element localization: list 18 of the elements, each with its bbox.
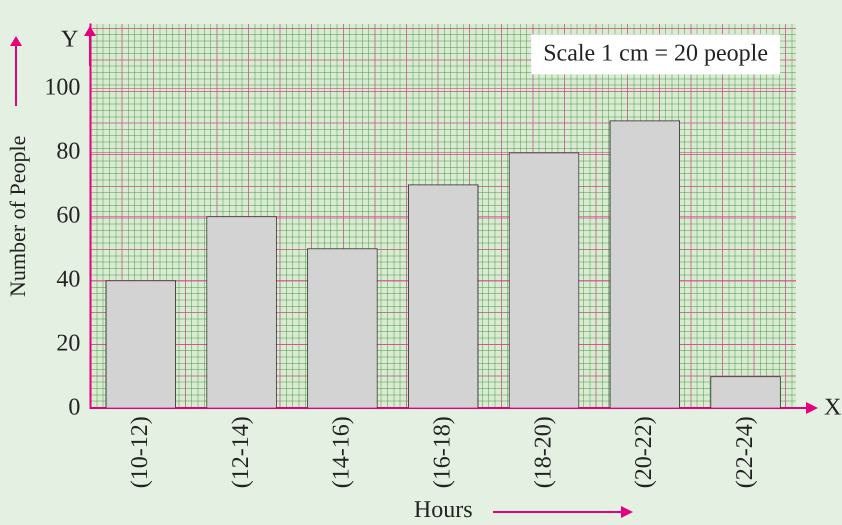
y-tick-label: 100: [44, 74, 80, 101]
x-tick-label: (12-14): [228, 416, 254, 488]
y-tick-label: 40: [56, 266, 80, 293]
text: Y: [61, 26, 78, 53]
text: X: [824, 394, 842, 421]
y-tick-label: 20: [56, 330, 80, 357]
x-tick-label: (10-12): [127, 416, 154, 488]
x-tick-label: (18-20): [530, 416, 556, 488]
x-tick-label: (14-16): [328, 416, 355, 488]
x-tick-label: (20-22): [631, 416, 658, 488]
y-tick-label: 0: [68, 394, 80, 421]
annotation: Scale 1 cm = 20 people: [543, 40, 768, 67]
y-axis-title: Number of People: [4, 136, 30, 297]
x-tick-label: (16-18): [429, 416, 456, 488]
y-tick-label: 60: [56, 202, 80, 229]
y-tick-label: 80: [56, 138, 80, 165]
x-tick-label: (22-24): [732, 416, 758, 488]
x-axis-title: Hours: [414, 496, 473, 523]
